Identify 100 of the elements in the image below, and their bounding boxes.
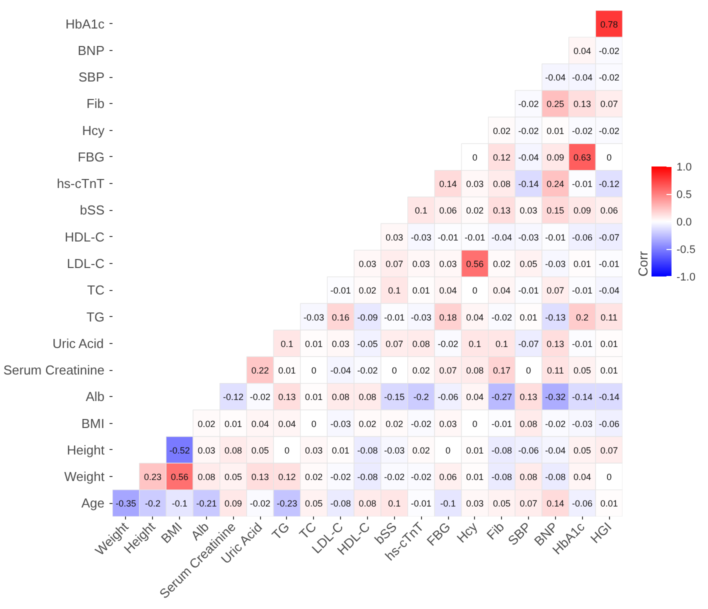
data-label: 0.01 [466, 472, 484, 482]
data-label: 0.01 [600, 498, 618, 509]
data-label: -0.03 [572, 418, 592, 429]
data-label: 0.04 [251, 418, 269, 429]
data-label: 0.03 [386, 232, 404, 242]
data-label: 0.03 [198, 445, 216, 456]
data-label: 0.02 [358, 286, 376, 296]
data-label: -0.08 [491, 445, 512, 456]
data-label: -0.06 [518, 445, 539, 456]
data-label: -0.03 [545, 259, 566, 269]
y-tick-label: LDL-C [66, 256, 105, 271]
data-label: -0.27 [491, 392, 512, 402]
y-tick-label: bSS [80, 202, 105, 218]
data-label: -0.01 [384, 312, 405, 322]
data-label: 0.25 [546, 99, 564, 110]
data-label: 0.03 [466, 179, 484, 190]
data-label: 0.09 [573, 206, 592, 216]
data-label: 0 [284, 445, 290, 456]
data-label: 0 [606, 472, 612, 482]
data-label: 0.07 [439, 366, 457, 376]
data-label: 0.07 [600, 99, 618, 110]
data-label: 0.17 [492, 366, 510, 376]
data-label: 0.13 [492, 206, 510, 216]
data-label: 0.05 [305, 498, 323, 509]
data-label: 0.06 [439, 472, 457, 482]
data-label: -0.08 [491, 472, 512, 482]
data-label: 0.13 [278, 392, 296, 402]
data-label: -0.14 [518, 179, 539, 190]
data-label: -0.15 [384, 392, 405, 402]
data-label: 0.02 [358, 418, 376, 429]
data-label: 0.56 [170, 472, 188, 482]
x-tick-label: Hcy [454, 518, 481, 546]
data-label: 0.02 [198, 418, 216, 429]
data-label: 0.03 [520, 206, 538, 216]
data-label: -0.02 [250, 498, 270, 509]
data-label: 0.13 [251, 472, 269, 482]
data-label: -0.03 [384, 445, 405, 456]
data-label: -0.05 [357, 338, 378, 349]
color-bar-label: -0.5 [676, 244, 696, 256]
data-label: -0.07 [598, 232, 620, 242]
data-label: -0.13 [545, 312, 566, 322]
data-label: 0.63 [573, 152, 592, 162]
data-label: 0.23 [144, 472, 162, 482]
data-label: -0.01 [572, 179, 592, 190]
y-tick-label: Serum Creatinine [3, 362, 104, 378]
data-label: -0.06 [438, 392, 458, 402]
data-label: 0.08 [412, 338, 430, 349]
data-label: 0 [446, 445, 451, 456]
data-label: -0.01 [410, 498, 432, 509]
data-label: -0.03 [518, 232, 539, 242]
data-label: 0.02 [492, 126, 510, 136]
data-label: 0.01 [305, 392, 323, 402]
data-label: -0.01 [330, 286, 351, 296]
data-label: -0.08 [545, 472, 566, 482]
data-label: -0.01 [438, 232, 458, 242]
data-label: 0.1 [280, 338, 294, 349]
data-label: 0 [472, 152, 478, 162]
x-tick-label: TG [268, 519, 292, 543]
data-label: -0.1 [172, 498, 188, 509]
color-bar-title: Corr [636, 250, 650, 276]
data-label: 0.07 [546, 286, 564, 296]
data-label: -0.02 [410, 472, 432, 482]
data-label: 0.03 [439, 418, 457, 429]
color-bar-label: 1.0 [676, 162, 692, 174]
data-label: -0.02 [384, 472, 405, 482]
data-label: -0.08 [330, 498, 351, 509]
data-label: -0.04 [545, 72, 566, 83]
data-label: 0.18 [439, 312, 457, 322]
data-label: -0.02 [250, 392, 270, 402]
data-label: -0.03 [410, 232, 432, 242]
data-label: 0.07 [600, 445, 618, 456]
data-label: 0.04 [573, 46, 592, 56]
color-bar-label: 0.0 [676, 216, 692, 228]
data-label: 0.03 [466, 498, 484, 509]
data-label: 0 [472, 286, 478, 296]
data-label: -0.21 [196, 498, 217, 509]
data-label: 0.01 [332, 445, 350, 456]
data-label: -0.01 [545, 232, 566, 242]
data-label: -0.01 [518, 286, 539, 296]
data-label: 0.08 [466, 366, 484, 376]
data-label: 0 [526, 366, 532, 376]
data-label: 0 [392, 366, 397, 376]
data-label: 0.13 [573, 99, 592, 110]
data-label: 0.08 [332, 392, 350, 402]
data-label: -0.09 [357, 312, 378, 322]
data-label: 0.02 [492, 259, 510, 269]
y-tick-label: TG [86, 309, 105, 324]
data-label: 0.01 [278, 366, 296, 376]
data-label: -0.35 [116, 498, 136, 509]
data-label: -0.2 [145, 498, 161, 509]
y-tick-label: SBP [78, 70, 105, 85]
data-label: -0.04 [518, 152, 539, 162]
data-label: 0.04 [439, 286, 457, 296]
data-label: 0.78 [600, 19, 618, 30]
data-label: 0.04 [278, 418, 296, 429]
data-label: -0.04 [598, 286, 620, 296]
data-label: -0.02 [598, 46, 620, 56]
y-tick-label: Height [66, 442, 105, 458]
data-label: 0.03 [439, 259, 457, 269]
data-label: 0.06 [600, 206, 618, 216]
